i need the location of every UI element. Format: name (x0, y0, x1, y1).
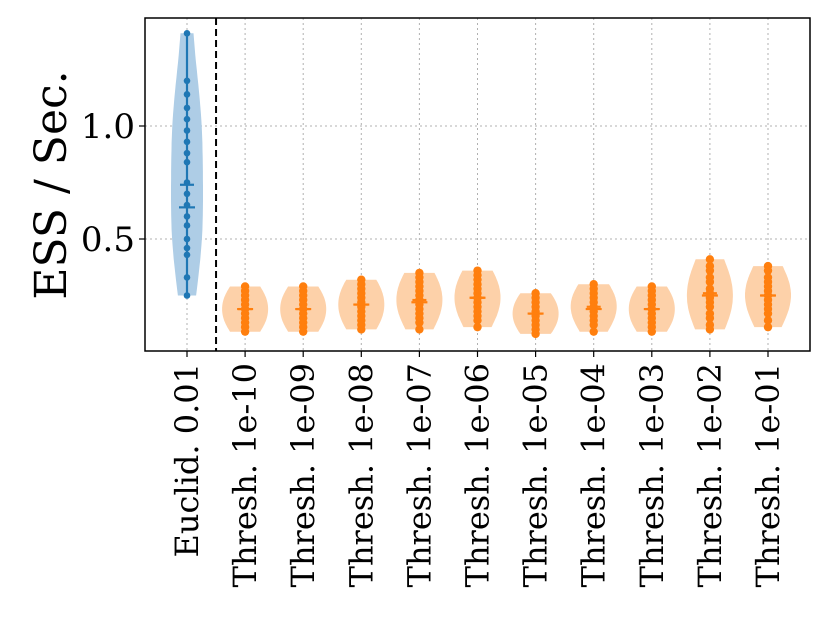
tick-layer: 0.5 1.0 Euclid. 0.01 Thresh. 1e-10 Thresh. 1… (81, 107, 787, 587)
x-tick-label: Thresh. 1e-09 (284, 363, 322, 587)
x-tick-label: Euclid. 0.01 (168, 363, 206, 557)
x-tick-label: Thresh. 1e-05 (517, 363, 555, 587)
x-tick-label: Thresh. 1e-10 (226, 363, 264, 587)
stat-layer (179, 18, 776, 351)
x-tick-label: Thresh. 1e-06 (459, 363, 497, 587)
x-tick-label: Thresh. 1e-08 (342, 363, 380, 587)
y-tick-label: 0.5 (81, 220, 135, 260)
y-tick-label: 1.0 (81, 107, 135, 147)
x-tick-label: Thresh. 1e-03 (633, 363, 671, 587)
x-tick-label: Thresh. 1e-01 (749, 363, 787, 587)
x-tick-label: Thresh. 1e-02 (691, 363, 729, 587)
x-tick-label: Thresh. 1e-04 (575, 363, 613, 587)
grid-layer (145, 18, 810, 351)
y-axis-label: ESS / Sec. (26, 70, 77, 299)
x-tick-label: Thresh. 1e-07 (400, 363, 438, 587)
